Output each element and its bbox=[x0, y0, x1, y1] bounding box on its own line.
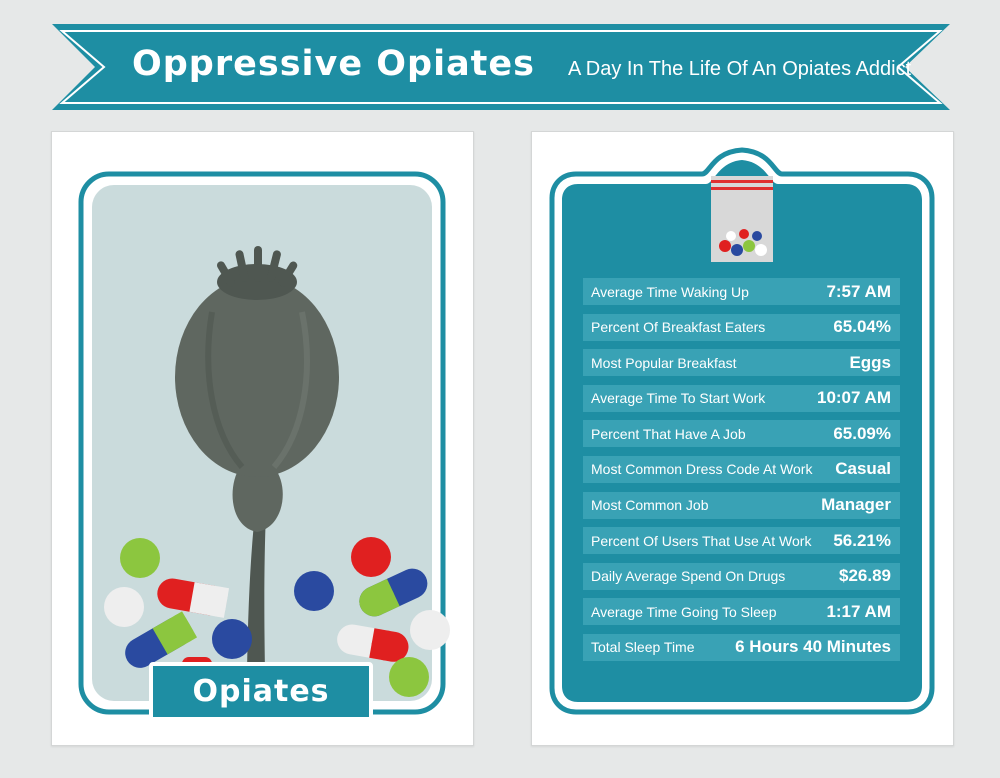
stat-row-dress-code: Most Common Dress Code At Work Casual bbox=[583, 455, 900, 483]
stat-row-popular-breakfast: Most Popular Breakfast Eggs bbox=[583, 349, 900, 377]
stat-value: Casual bbox=[835, 459, 891, 479]
stat-row-common-job: Most Common Job Manager bbox=[583, 491, 900, 519]
stat-label: Percent That Have A Job bbox=[591, 425, 746, 442]
drug-name: Opiates bbox=[192, 674, 330, 709]
stat-value: 10:07 AM bbox=[816, 388, 891, 408]
stat-label: Most Common Dress Code At Work bbox=[591, 461, 813, 478]
stat-label: Percent Of Users That Use At Work bbox=[591, 532, 812, 549]
stats-list: Average Time Waking Up 7:57 AM Percent O… bbox=[583, 278, 900, 670]
stat-row-breakfast-eaters: Percent Of Breakfast Eaters 65.04% bbox=[583, 313, 900, 341]
ribbon-graphic bbox=[52, 24, 950, 110]
stat-label: Average Time Going To Sleep bbox=[591, 603, 777, 620]
stat-value: 7:57 AM bbox=[826, 281, 891, 301]
stat-label: Daily Average Spend On Drugs bbox=[591, 568, 786, 585]
poppy-illustration bbox=[78, 171, 450, 715]
header-banner: Oppressive Opiates A Day In The Life Of … bbox=[0, 0, 1000, 120]
stat-value: Eggs bbox=[849, 352, 891, 372]
stat-label: Average Time To Start Work bbox=[591, 390, 766, 407]
stat-row-use-at-work: Percent Of Users That Use At Work 56.21% bbox=[583, 527, 900, 555]
stat-label: Percent Of Breakfast Eaters bbox=[591, 319, 766, 336]
stat-label: Most Common Job bbox=[591, 497, 709, 514]
pill-bag-icon bbox=[711, 176, 773, 262]
page-title: Oppressive Opiates bbox=[132, 44, 535, 84]
stat-value: 65.04% bbox=[833, 317, 891, 337]
stat-value: 65.09% bbox=[833, 423, 891, 443]
stat-value: 6 Hours 40 Minutes bbox=[735, 637, 891, 657]
drug-card: Opiates bbox=[51, 131, 474, 746]
stat-row-total-sleep: Total Sleep Time 6 Hours 40 Minutes bbox=[583, 633, 900, 661]
stat-row-have-job: Percent That Have A Job 65.09% bbox=[583, 420, 900, 448]
stat-value: 56.21% bbox=[833, 530, 891, 550]
stat-value: Manager bbox=[821, 495, 891, 515]
stat-row-daily-spend: Daily Average Spend On Drugs $26.89 bbox=[583, 562, 900, 590]
page-subtitle: A Day In The Life Of An Opiates Addict bbox=[568, 58, 912, 80]
stat-label: Average Time Waking Up bbox=[591, 283, 749, 300]
stat-value: 1:17 AM bbox=[826, 601, 891, 621]
stat-label: Most Popular Breakfast bbox=[591, 354, 737, 371]
stat-row-sleep-time: Average Time Going To Sleep 1:17 AM bbox=[583, 598, 900, 626]
stat-label: Total Sleep Time bbox=[591, 639, 695, 656]
drug-name-plate: Opiates bbox=[149, 662, 373, 721]
stat-row-wake-time: Average Time Waking Up 7:57 AM bbox=[583, 278, 900, 305]
stat-row-start-work: Average Time To Start Work 10:07 AM bbox=[583, 384, 900, 412]
stat-value: $26.89 bbox=[839, 566, 891, 586]
